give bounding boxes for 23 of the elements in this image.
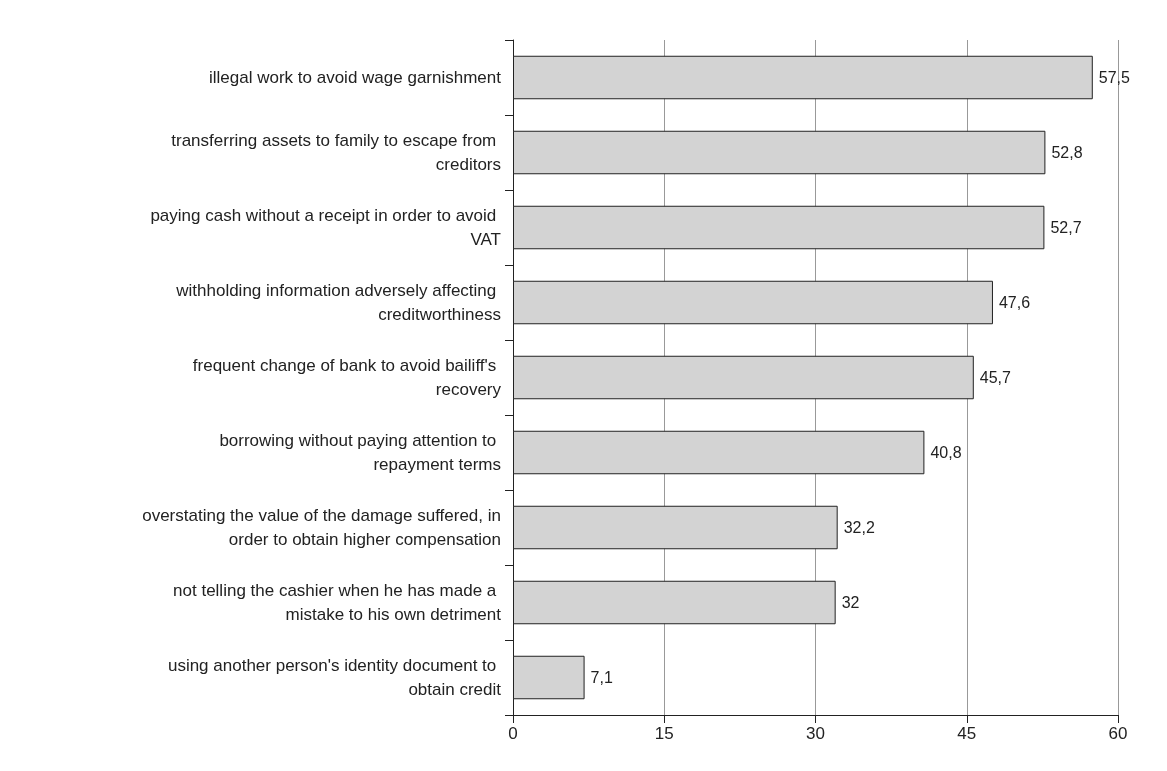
- data-label: 32,2: [843, 519, 875, 536]
- x-tick-label: 15: [654, 724, 674, 743]
- x-tick-label: 60: [1108, 724, 1128, 743]
- data-label: 40,8: [930, 444, 962, 461]
- y-tick-label: frequent change of bank to avoid bailiff's recovery: [192, 356, 502, 399]
- y-tick-label: overstating the value of the damage suffered, in order to obtain higher compensation: [142, 506, 501, 549]
- data-label: 57,5: [1098, 69, 1131, 86]
- x-tick-label: 45: [957, 724, 977, 743]
- x-tick-label: 0: [508, 724, 518, 743]
- y-tick-label: paying cash without a receipt in order to avoid VAT: [150, 206, 501, 249]
- x-tick-label: 30: [806, 724, 825, 743]
- data-label: 52,8: [1051, 144, 1083, 161]
- data-label: 45,7: [979, 369, 1012, 386]
- y-tick-label: using another person's identity document to obtain credit: [167, 656, 502, 699]
- data-label: 32: [841, 594, 860, 611]
- y-tick-label: not telling the cashier when he has made a mistake to his own detriment: [173, 581, 502, 624]
- data-label: 47,6: [998, 294, 1031, 311]
- y-tick-label: transferring assets to family to escape from creditors: [171, 131, 501, 174]
- y-tick-label: borrowing without paying attention to repayment terms: [219, 431, 501, 474]
- data-label: 52,7: [1050, 219, 1082, 236]
- y-tick-label: withholding information adversely affecting creditworthiness: [175, 281, 501, 324]
- data-label: 7,1: [590, 669, 613, 686]
- y-tick-label: illegal work to avoid wage garnishment: [209, 68, 502, 87]
